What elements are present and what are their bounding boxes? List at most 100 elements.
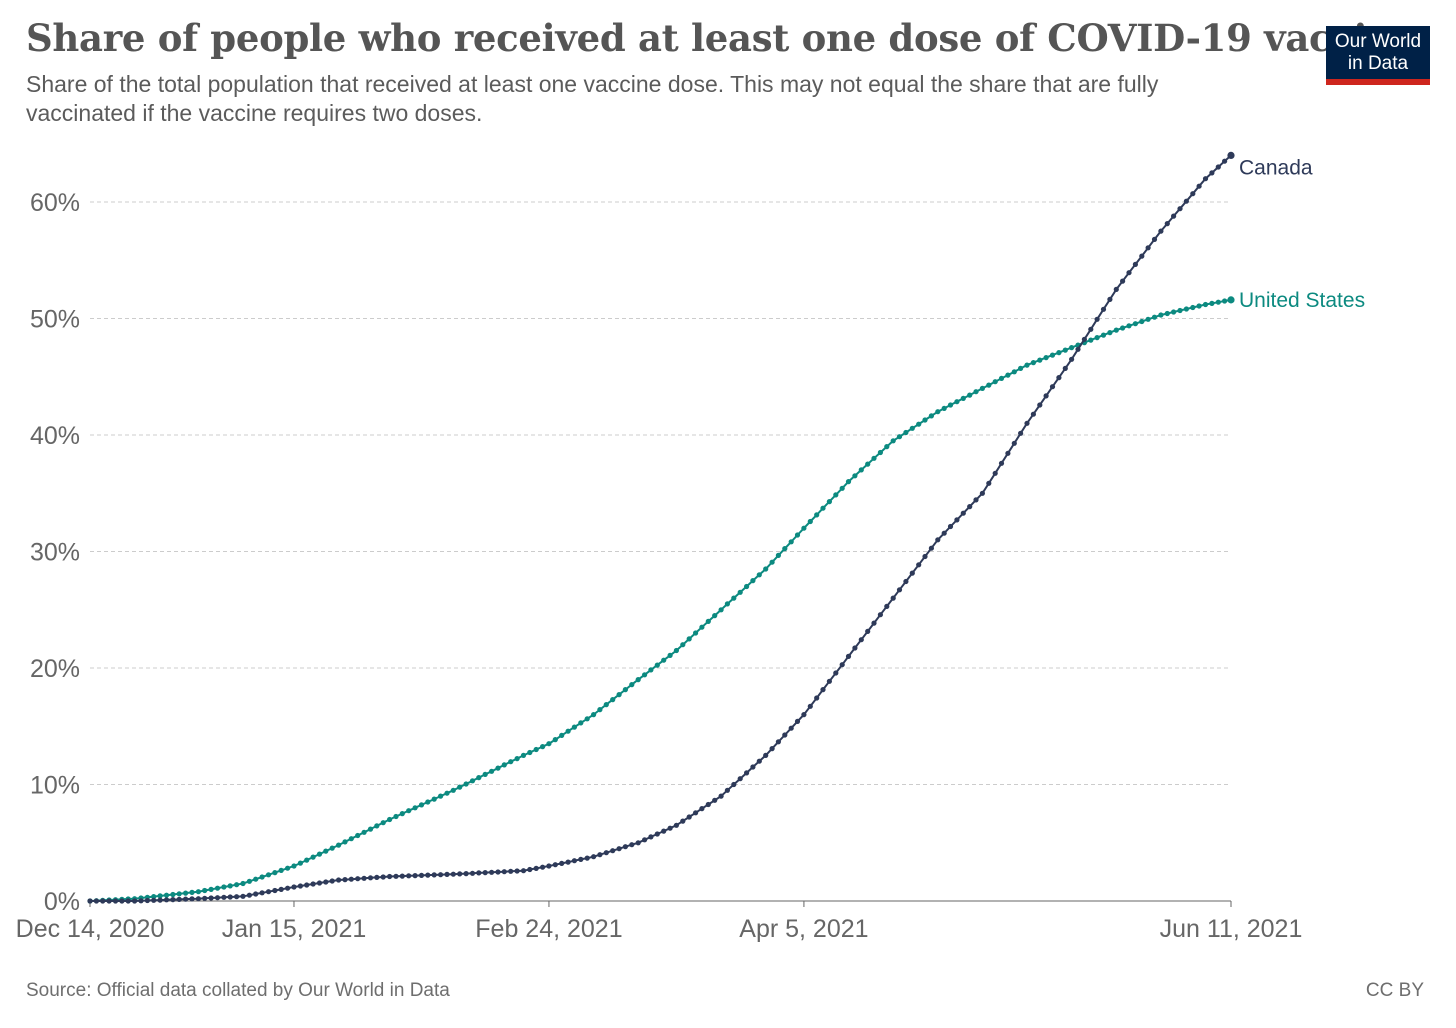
data-point[interactable] — [858, 467, 864, 473]
data-point[interactable] — [597, 852, 603, 858]
data-point[interactable] — [622, 687, 629, 693]
data-point[interactable] — [285, 865, 291, 871]
data-point[interactable] — [514, 868, 520, 874]
data-point[interactable] — [1139, 253, 1145, 259]
data-point[interactable] — [425, 872, 431, 878]
data-point[interactable] — [1209, 300, 1215, 306]
data-point[interactable] — [329, 845, 335, 851]
data-point[interactable] — [1088, 337, 1094, 343]
data-point[interactable] — [591, 854, 597, 860]
data-point[interactable] — [871, 620, 877, 626]
data-point[interactable] — [482, 771, 488, 778]
data-point[interactable] — [246, 878, 252, 884]
data-point[interactable] — [1215, 164, 1221, 170]
data-point[interactable] — [132, 898, 138, 904]
data-point[interactable] — [992, 379, 998, 385]
data-point[interactable] — [189, 896, 195, 902]
data-point[interactable] — [941, 530, 947, 536]
data-point[interactable] — [444, 871, 450, 878]
data-point[interactable] — [1202, 301, 1209, 308]
data-point[interactable] — [348, 836, 354, 842]
data-point[interactable] — [431, 796, 437, 802]
data-point[interactable] — [1037, 357, 1043, 363]
data-point[interactable] — [444, 790, 450, 796]
data-point[interactable] — [826, 678, 833, 684]
data-point[interactable] — [1062, 347, 1068, 353]
data-point[interactable] — [380, 874, 386, 880]
data-point[interactable] — [635, 677, 641, 683]
data-point[interactable] — [699, 624, 705, 630]
data-point[interactable] — [744, 770, 750, 776]
data-point[interactable] — [1145, 245, 1151, 251]
data-point[interactable] — [967, 392, 973, 398]
data-point[interactable] — [814, 695, 820, 701]
data-point[interactable] — [450, 787, 456, 793]
data-point[interactable] — [565, 859, 571, 865]
data-point[interactable] — [673, 647, 680, 654]
data-point[interactable] — [367, 875, 374, 881]
data-point[interactable] — [922, 417, 928, 423]
data-point[interactable] — [826, 499, 833, 505]
data-point[interactable] — [151, 897, 157, 903]
data-point[interactable] — [316, 851, 323, 857]
data-point[interactable] — [1158, 312, 1164, 318]
data-point[interactable] — [744, 583, 750, 590]
data-point[interactable] — [285, 885, 291, 891]
data-point[interactable] — [737, 776, 743, 782]
data-point[interactable] — [1037, 402, 1043, 408]
data-point[interactable] — [476, 775, 482, 781]
data-point[interactable] — [272, 887, 278, 894]
data-point[interactable] — [1024, 420, 1030, 426]
data-point[interactable] — [865, 461, 871, 467]
data-point[interactable] — [1190, 191, 1196, 197]
data-point[interactable] — [552, 737, 558, 743]
data-point[interactable] — [527, 749, 533, 756]
data-point[interactable] — [533, 746, 539, 753]
data-point[interactable] — [705, 801, 711, 808]
data-point[interactable] — [852, 645, 858, 651]
data-point[interactable] — [935, 409, 941, 415]
data-point[interactable] — [884, 603, 890, 610]
data-point[interactable] — [756, 758, 762, 764]
data-point[interactable] — [1139, 318, 1145, 325]
data-point[interactable] — [291, 884, 297, 890]
data-point[interactable] — [1062, 365, 1068, 371]
data-point[interactable] — [731, 595, 737, 601]
data-point[interactable] — [986, 382, 992, 388]
data-point[interactable] — [495, 765, 501, 771]
data-point[interactable] — [418, 802, 425, 808]
data-point[interactable] — [1145, 316, 1151, 322]
data-point[interactable] — [1011, 440, 1017, 446]
data-point[interactable] — [208, 886, 214, 893]
series-united-states[interactable] — [87, 296, 1235, 904]
data-point[interactable] — [406, 873, 412, 879]
data-point[interactable] — [1030, 411, 1036, 417]
data-point[interactable] — [775, 739, 782, 745]
data-point[interactable] — [896, 434, 903, 440]
data-point[interactable] — [794, 718, 801, 725]
data-point[interactable] — [928, 413, 935, 419]
data-point[interactable] — [941, 405, 947, 411]
data-point[interactable] — [1069, 345, 1075, 351]
data-point[interactable] — [253, 891, 259, 897]
data-point[interactable] — [629, 842, 635, 848]
data-point[interactable] — [1011, 369, 1017, 375]
data-point[interactable] — [954, 517, 960, 523]
data-point[interactable] — [297, 883, 303, 889]
data-point[interactable] — [833, 670, 839, 676]
data-point[interactable] — [1043, 355, 1049, 361]
data-point[interactable] — [457, 871, 463, 877]
data-point[interactable] — [807, 703, 813, 709]
data-point[interactable] — [406, 808, 412, 814]
data-point[interactable] — [374, 874, 380, 881]
data-point[interactable] — [469, 870, 476, 876]
data-point[interactable] — [1120, 325, 1126, 331]
data-point[interactable] — [540, 864, 546, 870]
series-line[interactable] — [89, 298, 1232, 902]
data-point[interactable] — [1215, 299, 1221, 305]
data-point[interactable] — [629, 682, 635, 688]
data-point[interactable] — [584, 716, 590, 722]
data-point[interactable] — [1132, 261, 1138, 267]
data-point[interactable] — [960, 510, 966, 516]
data-point[interactable] — [1196, 183, 1202, 189]
